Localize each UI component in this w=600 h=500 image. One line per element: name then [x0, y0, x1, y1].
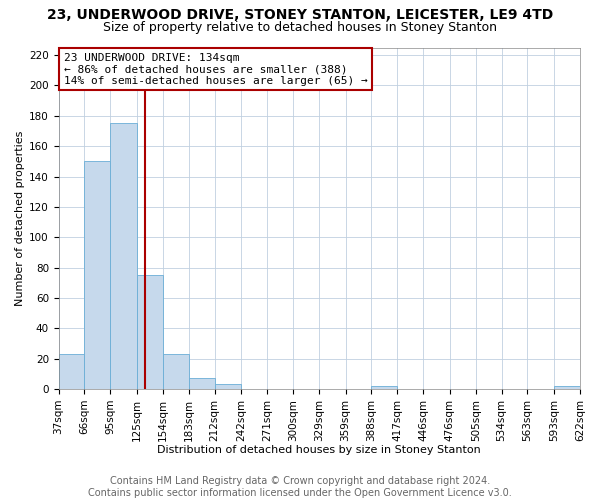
Y-axis label: Number of detached properties: Number of detached properties — [15, 130, 25, 306]
X-axis label: Distribution of detached houses by size in Stoney Stanton: Distribution of detached houses by size … — [157, 445, 481, 455]
Text: 23, UNDERWOOD DRIVE, STONEY STANTON, LEICESTER, LE9 4TD: 23, UNDERWOOD DRIVE, STONEY STANTON, LEI… — [47, 8, 553, 22]
Bar — [189, 378, 215, 389]
Text: 23 UNDERWOOD DRIVE: 134sqm
← 86% of detached houses are smaller (388)
14% of sem: 23 UNDERWOOD DRIVE: 134sqm ← 86% of deta… — [64, 52, 368, 86]
Bar — [554, 386, 580, 389]
Text: Size of property relative to detached houses in Stoney Stanton: Size of property relative to detached ho… — [103, 21, 497, 34]
Bar — [215, 384, 241, 389]
Bar — [163, 354, 189, 389]
Bar — [110, 124, 137, 389]
Bar — [371, 386, 397, 389]
Bar — [137, 275, 163, 389]
Bar — [59, 354, 85, 389]
Bar — [85, 162, 110, 389]
Text: Contains HM Land Registry data © Crown copyright and database right 2024.
Contai: Contains HM Land Registry data © Crown c… — [88, 476, 512, 498]
